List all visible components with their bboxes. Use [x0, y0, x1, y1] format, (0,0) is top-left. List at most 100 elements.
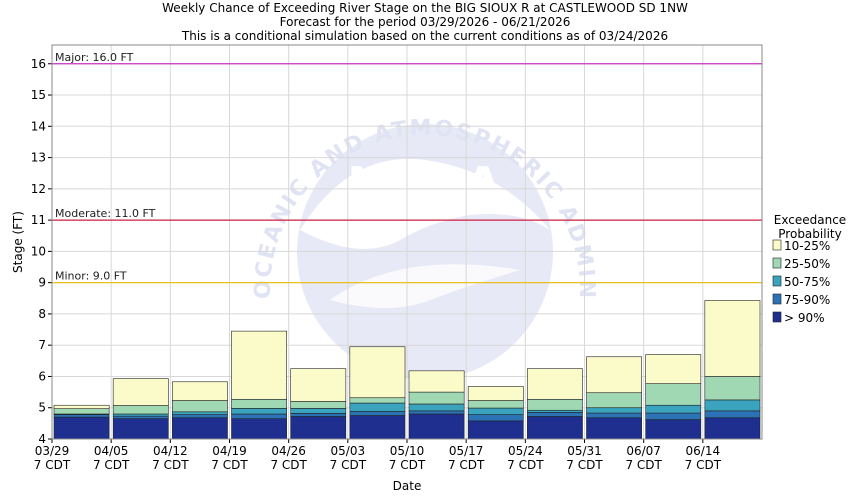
threshold-label-2: Minor: 9.0 FT: [55, 270, 127, 283]
legend-swatch-1: [772, 257, 782, 269]
bar-segment-3-2: [231, 408, 287, 415]
bar-segment-8-4: [527, 368, 583, 400]
bar-segment-11-0: [704, 417, 761, 440]
y-tick-label-0: 4: [38, 432, 46, 446]
x-tick-date-10: 06/07: [626, 444, 661, 458]
x-tick-time-11: 7 CDT: [685, 458, 722, 472]
y-tick-label-8: 12: [31, 182, 46, 196]
x-tick-date-5: 05/03: [331, 444, 366, 458]
bar-segment-8-2: [527, 409, 583, 413]
x-axis-label: Date: [393, 479, 422, 493]
y-tick-label-10: 14: [31, 119, 46, 133]
bar-segment-0-4: [53, 404, 110, 409]
legend-label-3: 75-90%: [784, 293, 830, 307]
y-tick-label-3: 7: [38, 338, 46, 352]
bar-stack-05-17: [467, 386, 524, 440]
x-tick-time-9: 7 CDT: [566, 458, 603, 472]
chart-title: Weekly Chance of Exceeding River Stage o…: [162, 1, 688, 43]
bar-stack-05-24: [527, 368, 583, 440]
bar-segment-5-3: [349, 397, 406, 404]
x-tick-date-0: 03/29: [35, 444, 70, 458]
x-tick-time-10: 7 CDT: [625, 458, 662, 472]
legend-swatch-2: [772, 275, 782, 287]
y-tick-label-11: 15: [31, 88, 46, 102]
x-tick-date-8: 05/24: [508, 444, 543, 458]
bar-segment-11-2: [704, 399, 761, 412]
x-tick-date-11: 06/14: [686, 444, 721, 458]
legend-swatch-3: [772, 293, 782, 305]
bar-segment-1-3: [112, 405, 169, 415]
bar-segment-3-1: [231, 413, 287, 419]
bar-segment-0-3: [53, 408, 110, 415]
bar-segment-10-4: [645, 354, 702, 384]
bar-segment-6-1: [408, 410, 465, 415]
x-tick-date-1: 04/05: [94, 444, 129, 458]
bar-segment-5-4: [349, 346, 406, 399]
x-tick-date-2: 04/12: [153, 444, 188, 458]
bar-segment-7-3: [467, 400, 524, 409]
title-line-3: This is a conditional simulation based o…: [181, 29, 668, 43]
bar-stack-06-07: [645, 354, 702, 440]
legend-title-1: Probability: [778, 227, 841, 241]
bar-segment-4-4: [290, 368, 347, 402]
y-tick-label-5: 9: [38, 276, 46, 290]
legend-swatch-4: [772, 311, 782, 323]
bar-stack-03-29: [53, 404, 110, 440]
legend-label-0: 10-25%: [784, 239, 830, 253]
bar-segment-5-2: [349, 402, 406, 412]
bar-segment-7-4: [467, 386, 524, 401]
bar-stack-04-26: [290, 368, 347, 440]
bar-segment-6-4: [408, 370, 465, 393]
y-tick-label-1: 5: [38, 401, 46, 415]
bar-segment-4-3: [290, 401, 347, 409]
bar-segment-11-4: [704, 300, 761, 377]
bar-segment-2-0: [172, 417, 228, 440]
x-tick-time-4: 7 CDT: [270, 458, 307, 472]
bar-segment-1-1: [112, 415, 169, 419]
legend-swatch-0: [772, 239, 782, 251]
noaa-logo-text: NOAA: [347, 157, 503, 211]
x-tick-date-6: 05/10: [390, 444, 425, 458]
bar-segment-5-0: [349, 415, 406, 440]
bar-segment-2-3: [172, 400, 228, 413]
title-line-1: Weekly Chance of Exceeding River Stage o…: [162, 1, 688, 15]
y-tick-label-4: 8: [38, 307, 46, 321]
y-tick-label-12: 16: [31, 57, 46, 71]
bar-segment-11-1: [704, 410, 761, 419]
bar-segment-9-1: [586, 412, 642, 419]
legend-label-1: 25-50%: [784, 257, 830, 271]
title-line-2: Forecast for the period 03/29/2026 - 06/…: [280, 15, 571, 29]
bar-stacks: [53, 300, 761, 440]
bar-stack-04-19: [231, 330, 287, 440]
threshold-label-0: Major: 16.0 FT: [55, 51, 134, 64]
bar-segment-1-2: [112, 413, 169, 417]
bar-stack-05-10: [408, 370, 465, 440]
bar-segment-10-0: [645, 419, 702, 440]
x-tick-time-8: 7 CDT: [507, 458, 544, 472]
threshold-lines: Major: 16.0 FT Moderate: 11.0 FT Minor: 9.…: [52, 51, 762, 284]
bar-segment-4-1: [290, 413, 347, 417]
noaa-logo-bird: [330, 264, 520, 308]
bar-segment-0-0: [53, 416, 110, 440]
x-tick-time-2: 7 CDT: [152, 458, 189, 472]
legend-label-2: 50-75%: [784, 275, 830, 289]
bar-segment-8-3: [527, 398, 583, 411]
bar-segment-10-2: [645, 404, 702, 414]
bar-segment-5-1: [349, 411, 406, 416]
bar-segment-4-0: [290, 416, 347, 440]
plot-frame: [51, 44, 763, 440]
x-tick-time-0: 7 CDT: [34, 458, 71, 472]
bar-segment-2-2: [172, 411, 228, 415]
y-tick-label-6: 10: [31, 244, 46, 258]
bar-segment-2-4: [172, 381, 228, 401]
y-tick-label-2: 6: [38, 369, 46, 383]
bar-stack-06-14: [704, 300, 761, 440]
bar-stack-04-05: [112, 378, 169, 440]
bar-segment-10-1: [645, 412, 702, 420]
legend-label-4: > 90%: [784, 311, 825, 325]
bar-segment-2-1: [172, 414, 228, 419]
bar-segment-1-0: [112, 418, 169, 440]
bar-segment-3-3: [231, 398, 287, 409]
